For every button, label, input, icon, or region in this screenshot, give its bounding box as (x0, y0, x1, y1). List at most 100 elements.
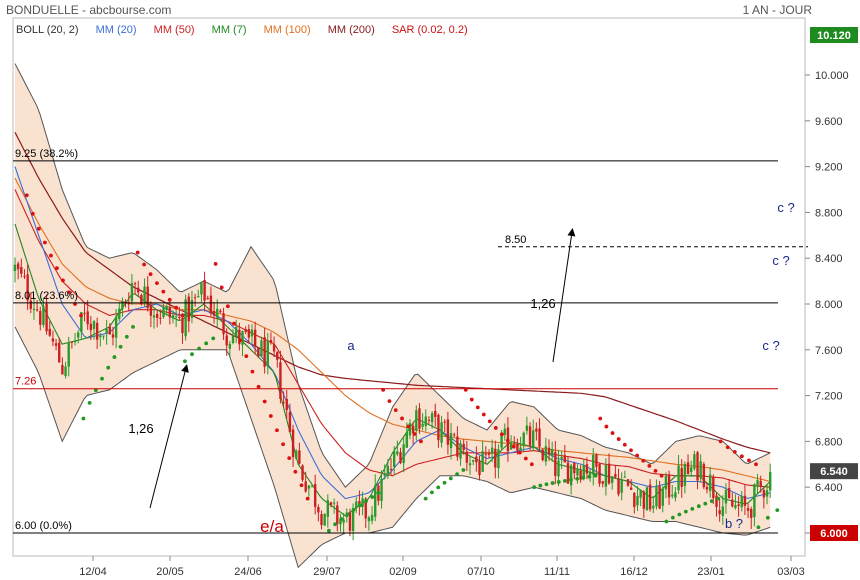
x-tick-label: 11/11 (544, 566, 570, 578)
candle-body (20, 267, 23, 274)
sar-dot (42, 240, 47, 245)
y-tick-label: 6.400 (815, 482, 843, 494)
sar-dot (703, 501, 708, 506)
candle-body (769, 471, 772, 491)
candle-body (443, 421, 446, 423)
candle-body (219, 310, 222, 313)
sar-dot (635, 453, 639, 458)
sar-dot (575, 476, 580, 481)
candle-body (402, 444, 405, 464)
sar-dot (696, 504, 701, 509)
candle-body (620, 480, 623, 493)
sar-dot (81, 416, 86, 421)
candle-body (291, 429, 295, 458)
candle-body (471, 459, 475, 462)
sar-dot (532, 485, 537, 490)
candle-body (326, 500, 330, 517)
candle-body (212, 310, 216, 316)
sar-dot (716, 496, 721, 501)
candle-body (399, 452, 402, 463)
candle-body (99, 335, 102, 338)
candle-body (228, 343, 232, 349)
candle-body (566, 462, 570, 484)
candle-body (380, 478, 383, 501)
y-tick-label: 8.000 (815, 299, 843, 311)
candle-body (573, 462, 576, 474)
price-badge-label: 6.540 (820, 466, 848, 478)
sar-dot (370, 495, 375, 499)
candle-body (193, 297, 197, 299)
candle-body (260, 340, 263, 357)
candle-body (143, 286, 146, 303)
sar-dot (142, 262, 147, 267)
candle-body (500, 435, 503, 448)
candle-body (475, 456, 478, 463)
sar-dot (393, 408, 398, 413)
candle-body (648, 484, 652, 510)
candle-body (307, 485, 311, 489)
annotation-b: b ? (725, 516, 743, 531)
candle-body (513, 443, 516, 445)
sar-dot (756, 525, 761, 530)
candle-body (358, 501, 361, 505)
sar-dot (677, 512, 682, 517)
candle-body (601, 481, 604, 484)
candle-body (569, 465, 573, 486)
candle-body (677, 465, 680, 491)
candle-body (595, 454, 598, 467)
candle-body (702, 463, 706, 488)
sar-dot (268, 414, 273, 418)
candle-body (430, 413, 434, 423)
candle-body (538, 428, 541, 447)
candle-body (633, 492, 636, 508)
candle-body (23, 275, 26, 277)
horizontal-levels: 9.25 (38.2%) 8.01 (23.6%) 7.26 6.00 (0.0%) 8… (13, 148, 808, 534)
candle-body (389, 469, 393, 471)
candle-body (626, 479, 630, 486)
candle-body (67, 343, 70, 367)
mm200-line (14, 132, 771, 454)
sar-dot (364, 499, 368, 504)
sar-dot (183, 359, 187, 364)
candle-body (238, 329, 241, 345)
candle-body (535, 428, 538, 432)
candlesticks (13, 257, 772, 541)
candle-body (737, 504, 740, 506)
candle-body (48, 328, 51, 336)
candle-body (200, 282, 203, 295)
candle-body (42, 306, 45, 325)
candle-body (80, 312, 83, 332)
sar-dot (683, 509, 688, 514)
chart-grid (12, 17, 806, 557)
candle-body (348, 512, 352, 531)
price-badge (810, 27, 858, 43)
candle-body (582, 464, 585, 479)
candle-body (446, 419, 450, 445)
candle-body (516, 443, 519, 451)
candle-body (759, 480, 762, 487)
candle-body (320, 514, 323, 526)
sar-dot (732, 450, 737, 454)
candle-body (244, 329, 247, 332)
wave-annotations: c ? c ? c ? a b ? e/a 1,26 1,26 (128, 200, 794, 536)
sar-dot (256, 384, 261, 389)
sar-dot (387, 399, 392, 404)
sar-dot (436, 485, 441, 490)
plot-frame (12, 17, 806, 557)
projection-arrow-2 (552, 228, 576, 363)
mm50-line (14, 189, 771, 488)
sar-dot (357, 503, 362, 508)
candle-body (437, 414, 440, 441)
sar-dot (461, 468, 466, 472)
candle-body (222, 313, 225, 335)
candle-body (118, 308, 121, 320)
y-tick-label: 9.600 (815, 116, 843, 128)
sar-dot (106, 365, 111, 370)
candle-body (108, 326, 111, 335)
sar-dot (469, 397, 474, 402)
candle-body (32, 308, 36, 310)
candle-body (721, 506, 725, 516)
candle-body (105, 328, 108, 334)
candle-body (427, 419, 431, 421)
candle-body (424, 416, 427, 426)
